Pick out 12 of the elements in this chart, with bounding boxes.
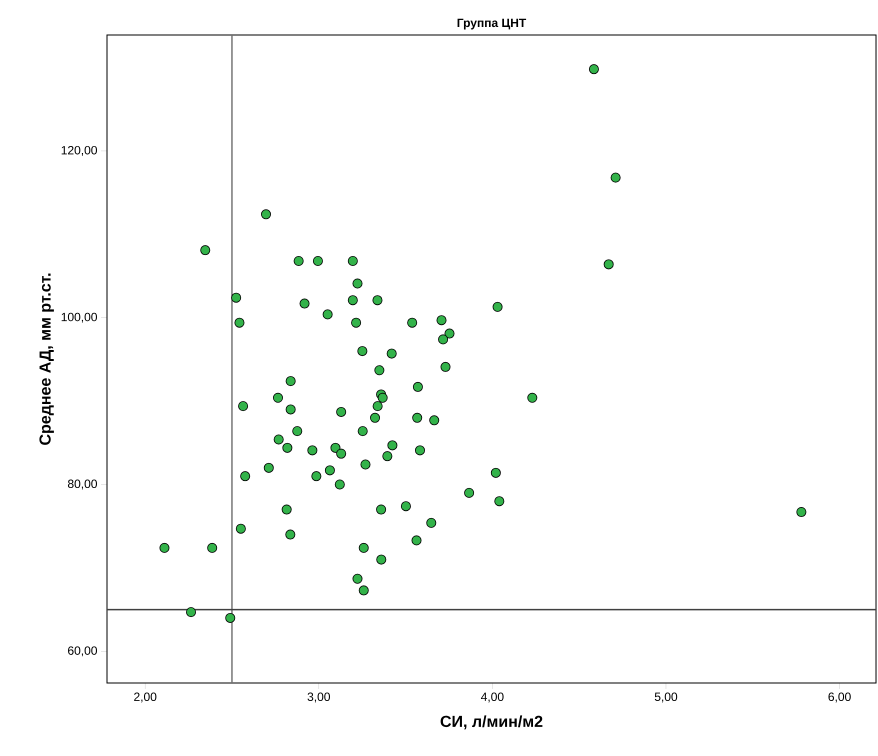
y-tick-label: 100,00 [62, 312, 97, 323]
y-tick-label: 120,00 [62, 146, 97, 156]
x-axis-title: СИ, л/мин/м2 [440, 715, 542, 730]
x-tick-label: 4,00 [480, 692, 504, 702]
y-tick-label: 60,00 [68, 646, 97, 656]
x-tick-label: 2,00 [134, 692, 156, 702]
x-tick-label: 6,00 [828, 692, 851, 702]
x-tick-label: 3,00 [308, 692, 330, 702]
x-tick-label: 5,00 [654, 692, 678, 702]
y-axis-title: Среднее АД, мм рт.ст. [39, 274, 54, 445]
y-tick-label: 80,00 [68, 480, 97, 490]
chart-title: Группа ЦНТ [458, 18, 526, 30]
